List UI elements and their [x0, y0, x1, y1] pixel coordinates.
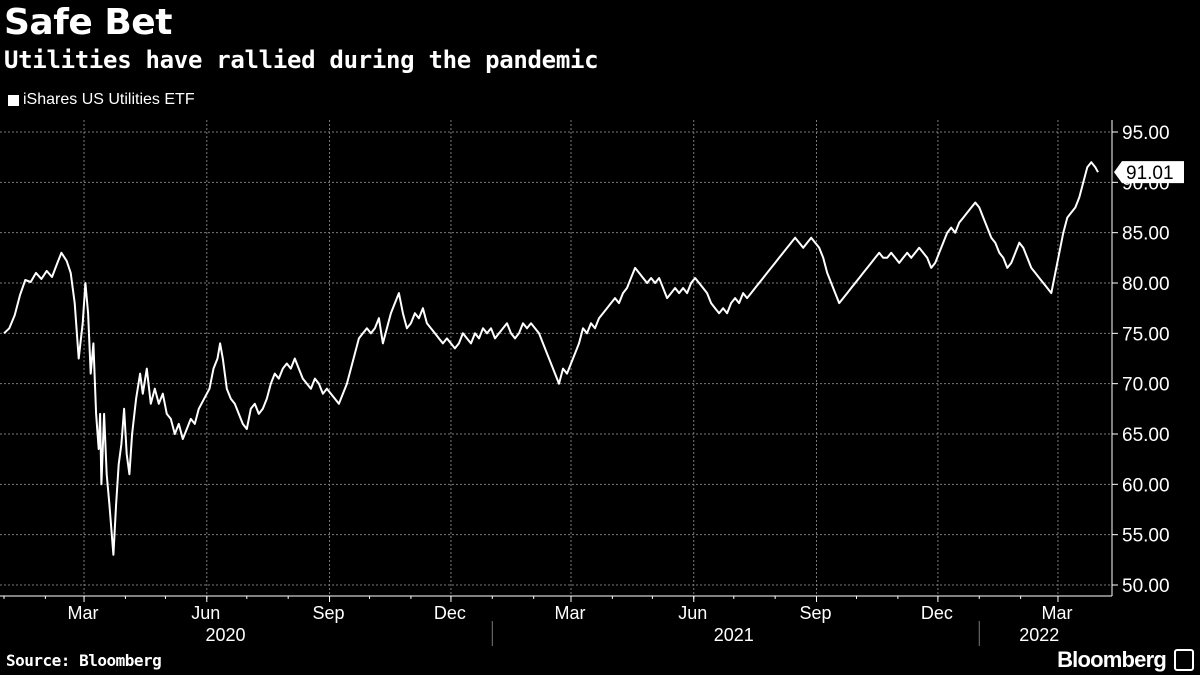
x-tick-label: Mar: [555, 603, 586, 623]
chart-title: Safe Bet: [4, 2, 172, 43]
last-value-label: 91.01: [1126, 163, 1174, 184]
bloomberg-chart-icon: [1174, 649, 1194, 671]
y-tick-label: 85.00: [1122, 224, 1170, 245]
x-tick-label: Sep: [313, 603, 345, 623]
y-tick-label: 50.00: [1122, 576, 1170, 597]
label-layer: 95.0090.0085.0080.0075.0070.0065.0060.00…: [68, 123, 1184, 645]
x-tick-label: Mar: [68, 603, 99, 623]
x-tick-label: Mar: [1041, 603, 1072, 623]
year-label: 2022: [1019, 625, 1059, 645]
source-note: Source: Bloomberg: [6, 651, 162, 670]
x-tick-label: Sep: [799, 603, 831, 623]
legend: iShares US Utilities ETF: [8, 90, 195, 110]
axis-layer: [0, 120, 1118, 646]
y-tick-label: 80.00: [1122, 274, 1170, 295]
y-tick-label: 55.00: [1122, 526, 1170, 547]
brand-logo: Bloomberg: [1057, 647, 1167, 672]
x-tick-label: Dec: [921, 603, 953, 623]
grid-layer: [0, 120, 1112, 596]
x-tick-label: Dec: [434, 603, 466, 623]
legend-label: iShares US Utilities ETF: [23, 91, 195, 108]
chart-subtitle: Utilities have rallied during the pandem…: [4, 46, 599, 74]
y-tick-label: 60.00: [1122, 475, 1170, 496]
y-tick-label: 65.00: [1122, 425, 1170, 446]
y-tick-label: 75.00: [1122, 324, 1170, 345]
y-tick-label: 95.00: [1122, 123, 1170, 144]
year-label: 2020: [205, 625, 245, 645]
series-layer: [3, 161, 1099, 556]
year-label: 2021: [714, 625, 754, 645]
x-tick-label: Jun: [678, 603, 707, 623]
legend-swatch: [8, 94, 19, 106]
y-tick-label: 70.00: [1122, 375, 1170, 396]
x-tick-label: Jun: [191, 603, 220, 623]
series-line: [3, 161, 1099, 556]
last-value-marker: [1114, 161, 1184, 184]
